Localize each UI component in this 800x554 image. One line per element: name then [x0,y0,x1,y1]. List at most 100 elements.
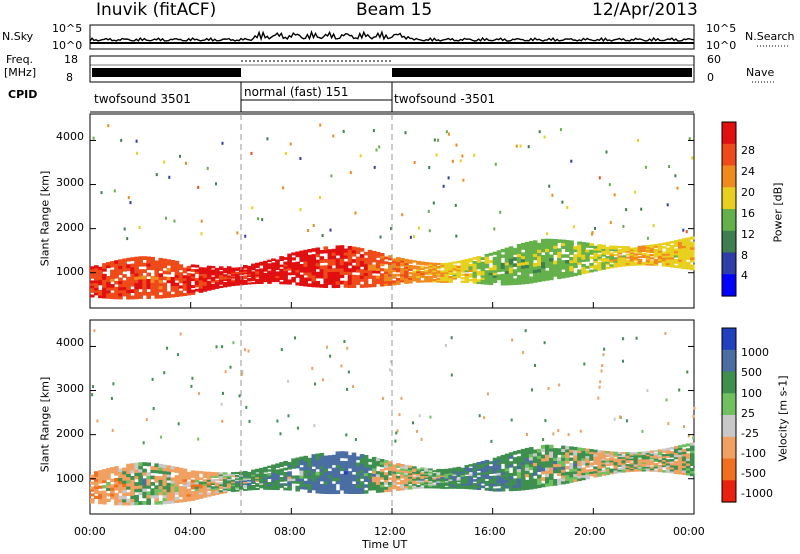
power-band-cell [681,245,687,249]
power-band-cell [645,263,651,266]
power-band-cell [130,263,135,268]
velocity-band-cell [235,489,240,492]
velocity-band-cell [424,474,429,477]
velocity-band-cell [222,477,228,480]
velocity-band-cell [549,470,554,474]
power-band-cell [553,248,558,252]
velocity-band-cell [170,494,176,498]
power-band-cell [118,259,123,263]
power-band-cell [363,251,369,256]
velocity-band-cell [472,487,478,490]
velocity-band-cell [685,462,691,466]
power-band-cell [524,254,530,259]
velocity-band-cell [251,474,256,477]
velocity-band-cell [343,454,349,459]
velocity-band-cell [267,482,272,485]
power-band-cell [198,271,204,275]
power-band-cell [162,291,168,296]
power-band-cell [178,277,184,281]
power-band-cell [263,274,268,277]
power-band-cell [347,255,353,260]
velocity-scatter-point [221,345,224,349]
velocity-band-cell [202,479,208,482]
velocity-band-cell [226,487,232,490]
velocity-scatter-point [522,350,525,354]
power-band-cell [436,280,441,283]
velocity-band-cell [122,498,127,503]
velocity-band-cell [271,487,276,490]
power-band-cell [585,251,590,255]
velocity-band-cell [553,451,558,455]
velocity-band-cell [323,458,329,463]
velocity-band-cell [621,458,627,461]
power-band-cell [275,267,280,270]
velocity-band-cell [186,481,192,485]
velocity-band-cell [359,475,365,479]
velocity-band-cell [154,501,159,505]
power-scatter-point [321,234,324,237]
velocity-band-cell [617,469,623,472]
velocity-band-cell [500,474,506,478]
power-band-cell [303,283,308,287]
velocity-band-cell [412,481,417,484]
power-band-cell [279,275,284,278]
velocity-band-cell [573,452,578,456]
power-scatter-point [442,184,445,188]
velocity-band-cell [464,466,470,470]
power-band-cell [94,287,99,291]
power-band-cell [637,253,643,256]
velocity-band-cell [532,456,538,460]
velocity-scatter-point [145,418,148,421]
power-band-cell [331,268,337,272]
power-band-cell [565,242,570,247]
velocity-scatter-point [224,370,227,374]
power-band-cell [206,284,212,287]
power-band-cell [480,266,486,269]
power-band-cell [613,250,619,253]
power-band-cell [263,279,268,283]
velocity-band-cell [416,480,421,483]
velocity-band-cell [263,478,268,482]
power-band-cell [375,270,381,274]
velocity-band-cell [553,457,558,461]
power-band-cell [146,285,151,290]
velocity-band-cell [452,473,457,477]
velocity-band-cell [645,469,651,472]
power-band-cell [625,250,631,253]
velocity-band-cell [589,464,594,468]
power-scatter-point [307,229,310,232]
power-band-cell [621,255,627,258]
velocity-band-cell [601,462,606,465]
power-band-cell [472,269,478,272]
velocity-band-cell [480,461,486,464]
velocity-band-cell [460,483,466,486]
velocity-band-cell [633,457,639,460]
velocity-band-cell [677,458,683,462]
velocity-band-cell [452,470,457,473]
velocity-band-cell [456,473,461,476]
power-scatter-point [473,153,476,157]
power-band-cell [617,249,623,252]
velocity-band-cell [323,477,329,482]
power-band-cell [319,256,325,260]
power-band-cell [412,279,417,282]
power-band-cell [190,289,196,293]
velocity-band-cell [561,460,566,464]
velocity-band-cell [400,473,405,477]
power-band-cell [283,263,288,267]
power-band-cell [661,251,667,254]
velocity-band-cell [408,487,413,490]
power-band-cell [408,272,413,275]
velocity-band-cell [283,474,288,478]
power-band-cell [396,273,401,277]
velocity-band-cell [327,480,333,485]
power-band-cell [214,276,220,279]
velocity-band-cell [577,455,582,459]
velocity-band-cell [351,465,357,469]
power-band-cell [577,259,582,263]
power-band-cell [504,281,510,286]
power-scatter-point [451,159,454,163]
power-band-cell [198,269,204,272]
power-band-cell [621,259,627,262]
velocity-band-cell [263,485,268,489]
